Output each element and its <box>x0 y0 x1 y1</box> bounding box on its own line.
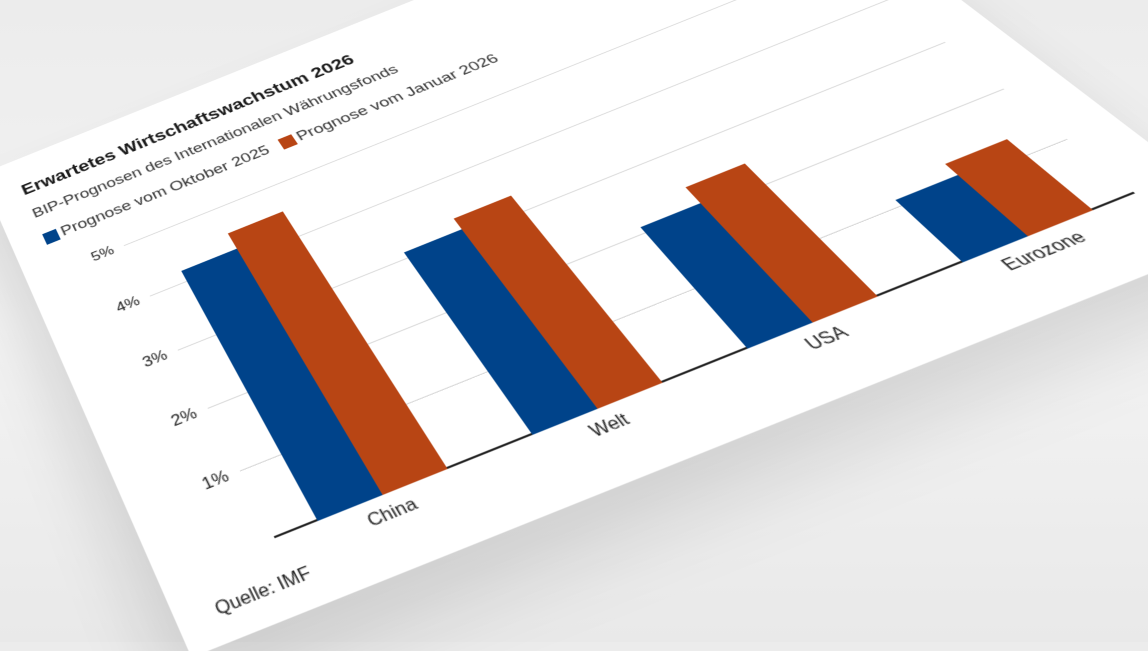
legend-swatch-blue-icon <box>42 228 61 245</box>
y-tick-label: 4% <box>113 292 143 316</box>
y-tick-label: 3% <box>139 346 170 371</box>
legend-swatch-orange-icon <box>277 134 298 150</box>
y-tick-label: 1% <box>198 466 232 494</box>
y-tick-label: 2% <box>168 404 200 430</box>
source-note: Quelle: IMF <box>211 562 316 620</box>
y-tick-label: 5% <box>88 242 117 265</box>
